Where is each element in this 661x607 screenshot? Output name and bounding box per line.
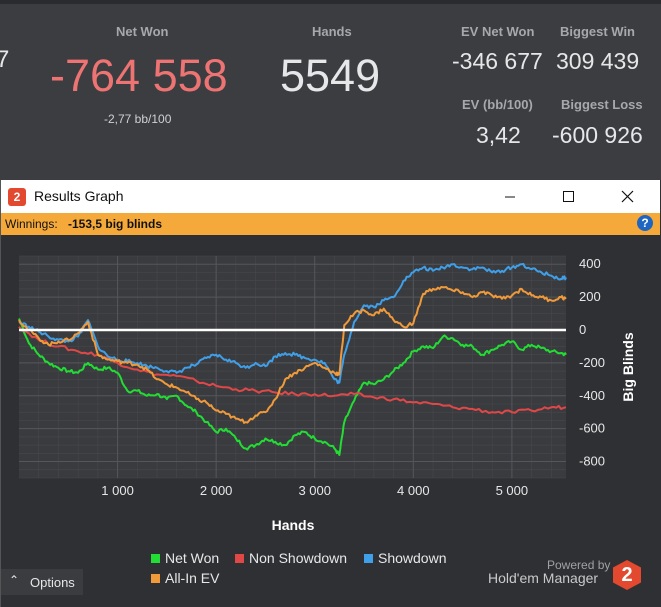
maximize-button[interactable] (546, 184, 590, 210)
x-axis-label: Hands (272, 517, 315, 533)
help-icon[interactable]: ? (637, 215, 653, 231)
hands-value: 5549 (280, 50, 381, 101)
x-tick-labels: 1 000 2 000 3 000 4 000 5 000 (101, 483, 528, 498)
plot-area (19, 256, 566, 478)
stats-panel: 7 Net Won -764 558 -2,77 bb/100 Hands 55… (0, 0, 661, 180)
winnings-value: -153,5 big blinds (68, 217, 163, 231)
legend-label: Showdown (378, 550, 447, 566)
net-won-label: Net Won (116, 24, 169, 39)
legend-item-net-won[interactable]: Net Won (151, 550, 219, 566)
legend-label: Net Won (165, 550, 220, 566)
cut-stat-value: 7 (0, 46, 10, 73)
close-button[interactable] (605, 184, 649, 210)
series-lines (18, 263, 567, 456)
biggest-win-value: 309 439 (556, 48, 640, 74)
options-button[interactable]: ⌃ Options (1, 569, 83, 595)
hm2-brand-logo-icon: 2 (613, 560, 641, 590)
powered-by-text: Powered by (547, 558, 611, 572)
legend-item-non-showdown[interactable]: Non Showdown (235, 550, 347, 566)
ev-bb100-value: 3,42 (476, 122, 521, 148)
y-tick-labels: 400 200 0 -200 -400 -600 -800 (579, 256, 605, 468)
legend-item-all-in-ev[interactable]: All-In EV (151, 570, 219, 586)
minimize-button[interactable] (488, 184, 532, 210)
legend-label: All-In EV (165, 570, 220, 586)
results-graph-window: 2 Results Graph Winnings: -153,5 big bli… (0, 180, 660, 607)
x-tick-label: 2 000 (200, 483, 233, 498)
ev-net-won-value: -346 677 (452, 48, 543, 74)
legend-swatch (151, 573, 160, 583)
top-border (0, 0, 661, 4)
y-tick-label: -200 (579, 355, 605, 370)
close-icon (621, 190, 634, 203)
biggest-win-label: Biggest Win (560, 24, 635, 39)
maximize-icon (563, 191, 574, 202)
series-line-showdown (18, 263, 567, 385)
y-tick-label: -600 (579, 421, 605, 436)
hands-label: Hands (312, 24, 352, 39)
ev-bb100-label: EV (bb/100) (462, 97, 533, 112)
hm2-logo-icon: 2 (8, 188, 26, 206)
legend-swatch (364, 553, 373, 563)
minimize-icon (505, 196, 515, 198)
legend-swatch (235, 553, 244, 563)
legend-swatch (151, 553, 160, 563)
x-tick-label: 5 000 (496, 483, 529, 498)
net-won-bb100: -2,77 bb/100 (104, 112, 172, 126)
biggest-loss-label: Biggest Loss (561, 97, 643, 112)
ev-net-won-label: EV Net Won (461, 24, 535, 39)
window-title: Results Graph (34, 188, 124, 204)
series-line-net-won (18, 318, 567, 456)
brand-name: Hold'em Manager (488, 570, 599, 586)
winnings-banner: Winnings: -153,5 big blinds ? (1, 213, 660, 235)
winnings-label: Winnings: (5, 217, 58, 231)
y-axis-label: Big Blinds (620, 332, 636, 401)
y-tick-label: -400 (579, 388, 605, 403)
legend-item-showdown[interactable]: Showdown (364, 550, 447, 566)
x-tick-label: 1 000 (101, 483, 134, 498)
biggest-loss-value: -600 926 (552, 122, 643, 148)
y-tick-label: -800 (579, 454, 605, 469)
x-tick-label: 4 000 (397, 483, 430, 498)
series-line-all-in-ev (18, 286, 567, 424)
chevron-up-icon: ⌃ (9, 573, 20, 587)
results-chart: 1 000 2 000 3 000 4 000 5 000 400 200 0 -200 -40… (18, 255, 636, 533)
title-bar[interactable]: 2 Results Graph (1, 180, 660, 213)
y-tick-label: 0 (579, 322, 586, 337)
options-label: Options (30, 575, 75, 590)
y-tick-label: 400 (579, 256, 601, 271)
legend-label: Non Showdown (249, 550, 348, 566)
y-tick-label: 200 (579, 289, 601, 304)
net-won-value: -764 558 (50, 50, 228, 101)
x-tick-label: 3 000 (298, 483, 331, 498)
